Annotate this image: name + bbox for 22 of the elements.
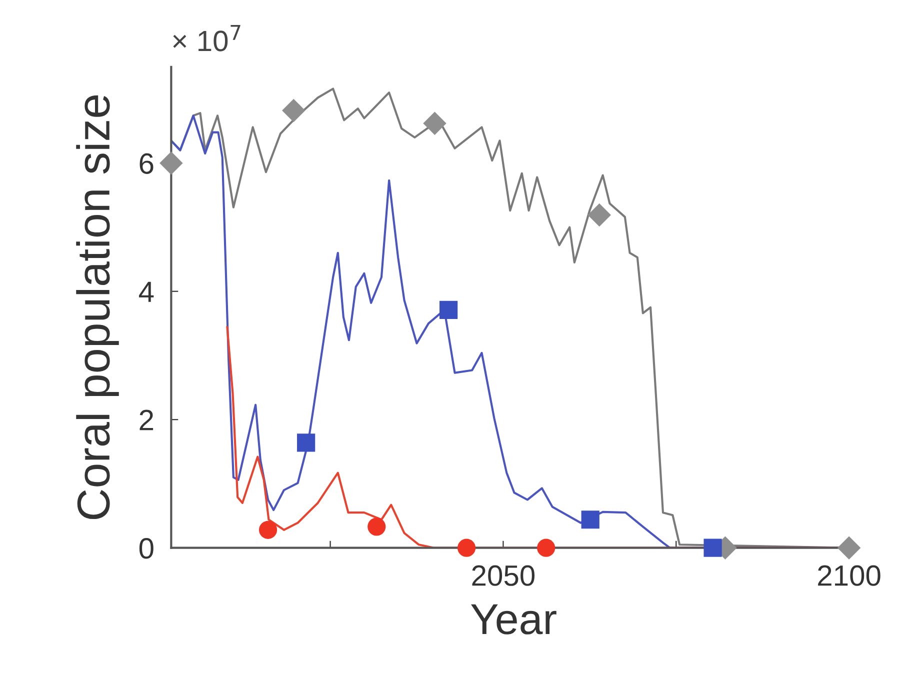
text: × 10$^{7}$: [173, 24, 240, 52]
y-tick-label: 2: [140, 410, 154, 430]
y-tick-label: 6: [140, 153, 154, 174]
x-tick-label: 2100: [818, 565, 880, 586]
x-axis-title: Year: [471, 604, 556, 634]
point: [704, 538, 722, 557]
y-tick-label: 4: [138, 282, 154, 302]
point: [258, 520, 278, 539]
point: [297, 434, 316, 452]
point: [368, 518, 386, 536]
y-tick-label: 0: [139, 538, 154, 559]
y-axis-title: Coral population size: [76, 95, 119, 520]
point: [160, 151, 183, 175]
point: [537, 538, 556, 557]
point: [837, 536, 861, 560]
x-tick-label: 2050: [472, 565, 534, 586]
point: [440, 300, 458, 319]
point: [457, 538, 476, 557]
point: [581, 510, 600, 529]
point: [588, 203, 611, 227]
point: [282, 98, 306, 122]
point: [423, 112, 446, 135]
